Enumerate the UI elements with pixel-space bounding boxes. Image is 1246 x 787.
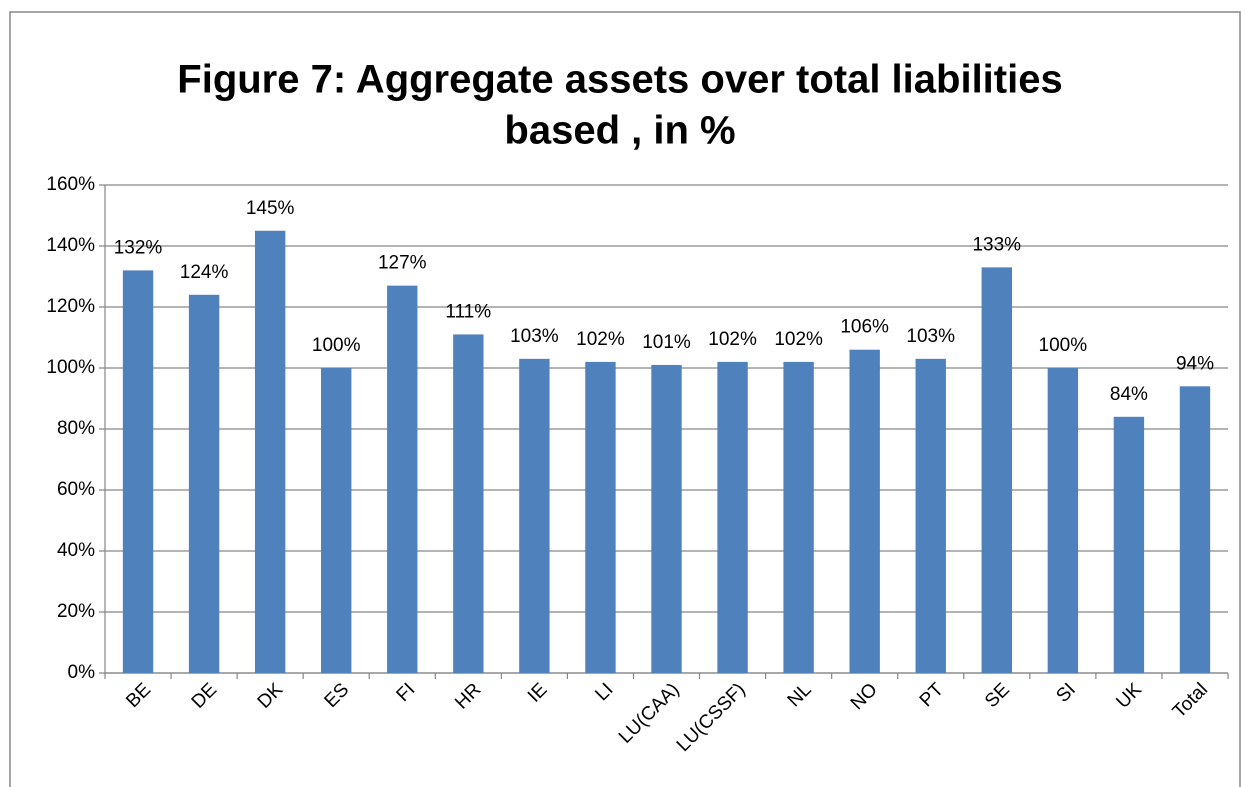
value-label: 103% <box>906 326 955 347</box>
value-label: 103% <box>510 326 559 347</box>
value-label: 102% <box>708 329 757 350</box>
value-label: 94% <box>1176 353 1214 374</box>
value-label: 132% <box>114 237 163 258</box>
y-tick-label: 160% <box>46 174 95 195</box>
y-tick-label: 120% <box>46 296 95 317</box>
bar <box>321 368 352 673</box>
bar <box>717 361 748 673</box>
bar <box>188 294 220 673</box>
value-label: 102% <box>576 329 625 350</box>
chart-title: based , in % <box>504 109 735 153</box>
bar <box>1047 368 1079 673</box>
bar <box>981 267 1012 673</box>
value-label: 111% <box>445 301 491 322</box>
bar <box>122 270 154 673</box>
bar <box>915 358 946 673</box>
bar <box>1113 416 1145 673</box>
value-label: 124% <box>180 262 229 283</box>
y-tick-label: 0% <box>68 662 96 683</box>
bar <box>387 285 418 673</box>
bar <box>585 361 616 673</box>
value-label: 100% <box>312 335 361 356</box>
value-label: 101% <box>642 332 691 353</box>
y-tick-label: 100% <box>46 357 95 378</box>
bar <box>849 349 880 673</box>
bar <box>651 364 682 673</box>
value-label: 102% <box>774 329 823 350</box>
bar <box>254 230 286 673</box>
bar <box>1179 386 1211 673</box>
y-tick-label: 60% <box>57 479 95 500</box>
value-label: 145% <box>246 198 295 219</box>
y-tick-label: 20% <box>57 601 95 622</box>
chart-title: Figure 7: Aggregate assets over total li… <box>177 58 1062 102</box>
value-label: 100% <box>1039 335 1088 356</box>
value-label: 84% <box>1110 384 1148 405</box>
value-label: 127% <box>378 253 427 274</box>
y-tick-label: 40% <box>57 540 95 561</box>
bar <box>519 358 550 673</box>
value-label: 133% <box>972 234 1021 255</box>
value-label: 106% <box>840 317 889 338</box>
y-tick-label: 80% <box>57 418 95 439</box>
bar <box>783 361 814 673</box>
y-tick-label: 140% <box>46 235 95 256</box>
bar <box>453 334 484 673</box>
